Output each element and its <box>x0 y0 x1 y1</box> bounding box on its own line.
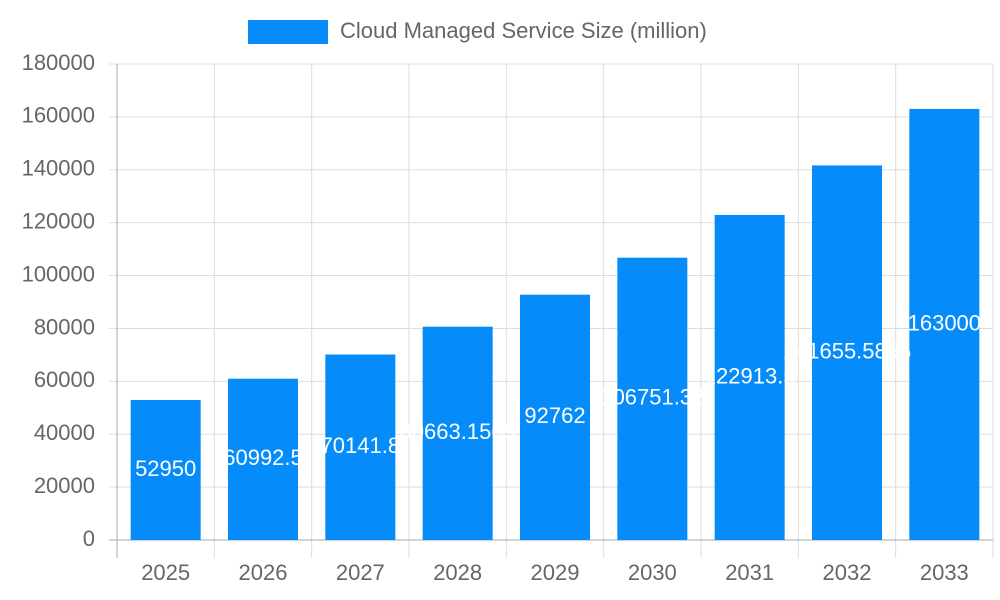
y-tick-label: 40000 <box>34 420 95 445</box>
y-tick-label: 80000 <box>34 314 95 339</box>
data-label: 70141.8 <box>321 433 401 458</box>
data-label: 106751.32 <box>600 385 704 410</box>
y-tick-label: 120000 <box>22 208 95 233</box>
x-tick-label: 2031 <box>725 560 774 585</box>
x-tick-label: 2025 <box>141 560 190 585</box>
x-tick-label: 2032 <box>823 560 872 585</box>
data-label: 92762 <box>524 403 585 428</box>
bar <box>812 165 882 541</box>
y-tick-label: 140000 <box>22 156 95 181</box>
data-label: 52950 <box>135 456 196 481</box>
data-label: 122913.5 <box>704 363 796 388</box>
x-tick-label: 2026 <box>239 560 288 585</box>
y-tick-label: 160000 <box>22 103 95 128</box>
x-tick-label: 2030 <box>628 560 677 585</box>
x-tick-label: 2027 <box>336 560 385 585</box>
bar <box>617 257 688 540</box>
y-tick-label: 20000 <box>34 473 95 498</box>
bar <box>130 399 201 540</box>
data-label: 60992.5 <box>223 445 303 470</box>
bar <box>909 108 980 540</box>
data-label: 141655.5855 <box>783 339 911 364</box>
y-tick-label: 0 <box>83 526 95 551</box>
y-tick-label: 100000 <box>22 261 95 286</box>
bar <box>520 294 590 540</box>
bar <box>228 378 298 540</box>
legend-label: Cloud Managed Service Size (million) <box>340 18 707 43</box>
y-tick-label: 180000 <box>22 50 95 75</box>
bar <box>714 214 785 540</box>
x-tick-label: 2028 <box>433 560 482 585</box>
bar <box>325 354 396 540</box>
x-tick-label: 2029 <box>531 560 580 585</box>
legend-swatch <box>248 20 328 44</box>
data-label: 80663.1565 <box>400 419 516 444</box>
x-tick-label: 2033 <box>920 560 969 585</box>
y-tick-label: 60000 <box>34 367 95 392</box>
data-label: 163000 <box>908 310 981 335</box>
bar <box>422 326 493 540</box>
